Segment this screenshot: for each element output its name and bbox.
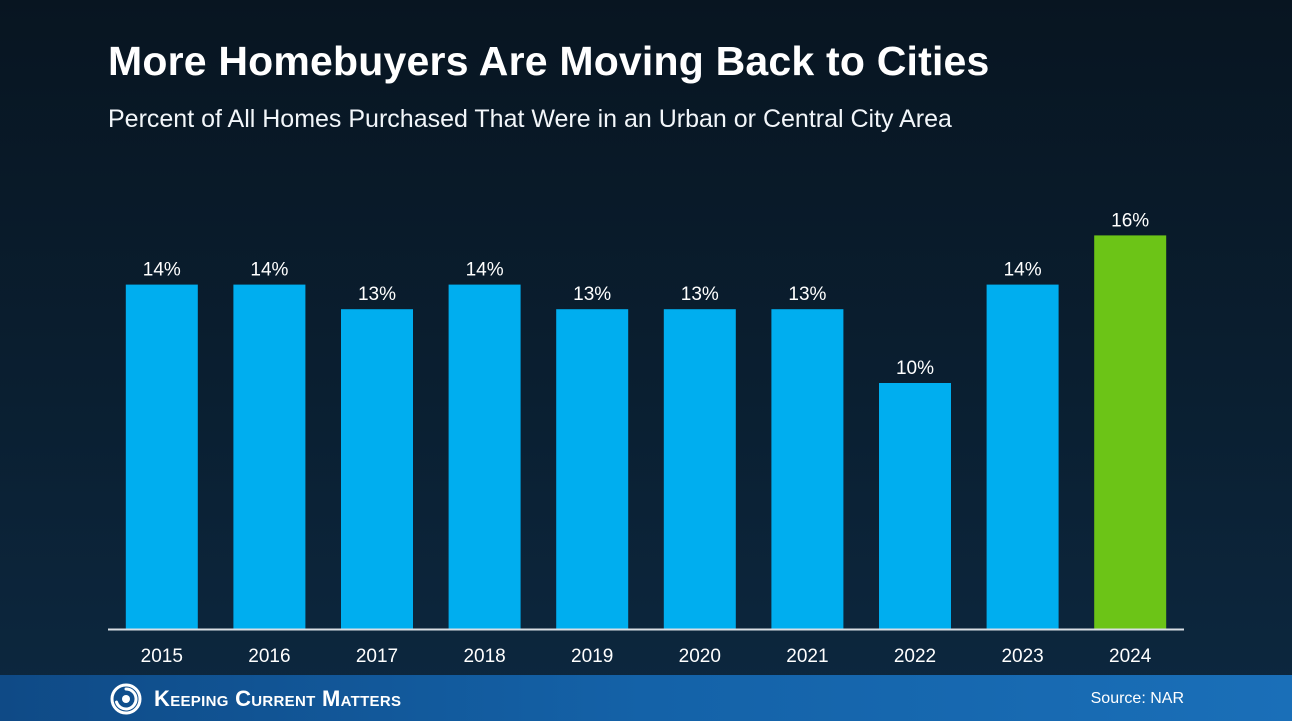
bar-2018 [448, 284, 521, 629]
bar-2015 [125, 284, 198, 629]
bar-2020 [663, 309, 736, 629]
x-tick-label-2018: 2018 [463, 646, 505, 667]
data-label-2021: 13% [788, 284, 826, 305]
x-tick-label-2016: 2016 [248, 646, 290, 667]
x-tick-label-2021: 2021 [786, 646, 828, 667]
bar-2019 [556, 309, 629, 629]
x-tick-label-2020: 2020 [679, 646, 721, 667]
data-label-2017: 13% [358, 284, 396, 305]
data-label-2024: 16% [1111, 210, 1149, 231]
brand-name: Keeping Current Matters [154, 686, 402, 711]
bar-2022 [879, 383, 951, 629]
bar-2023 [986, 284, 1059, 629]
x-tick-label-2024: 2024 [1109, 646, 1152, 667]
data-label-2016: 14% [250, 260, 288, 281]
footer-bar: Keeping Current Matters Source: NAR [0, 675, 1292, 721]
data-label-2020: 13% [681, 284, 719, 305]
kcm-swirl-icon [110, 683, 142, 715]
chart-subtitle: Percent of All Homes Purchased That Were… [108, 105, 952, 133]
bar-2021 [771, 309, 844, 629]
data-label-2015: 14% [143, 260, 181, 281]
bar-2024 [1094, 235, 1167, 629]
bar-2016 [233, 284, 306, 629]
bar-2017 [341, 309, 413, 629]
source-note: Source: NAR [1090, 690, 1184, 707]
x-tick-label-2022: 2022 [894, 646, 936, 667]
bar-chart: 14% 2015 14% 2016 13% 2017 14% 2018 13% 2019 13% 20… [108, 210, 1184, 667]
brand-logo: Keeping Current Matters [110, 683, 401, 715]
data-label-2022: 10% [896, 358, 934, 379]
x-tick-label-2017: 2017 [356, 646, 398, 667]
x-tick-label-2019: 2019 [571, 646, 613, 667]
chart-title: More Homebuyers Are Moving Back to Citie… [108, 38, 990, 84]
data-label-2023: 14% [1004, 260, 1042, 281]
x-tick-label-2023: 2023 [1001, 646, 1043, 667]
x-tick-label-2015: 2015 [141, 646, 183, 667]
data-label-2019: 13% [573, 284, 611, 305]
data-label-2018: 14% [466, 260, 504, 281]
